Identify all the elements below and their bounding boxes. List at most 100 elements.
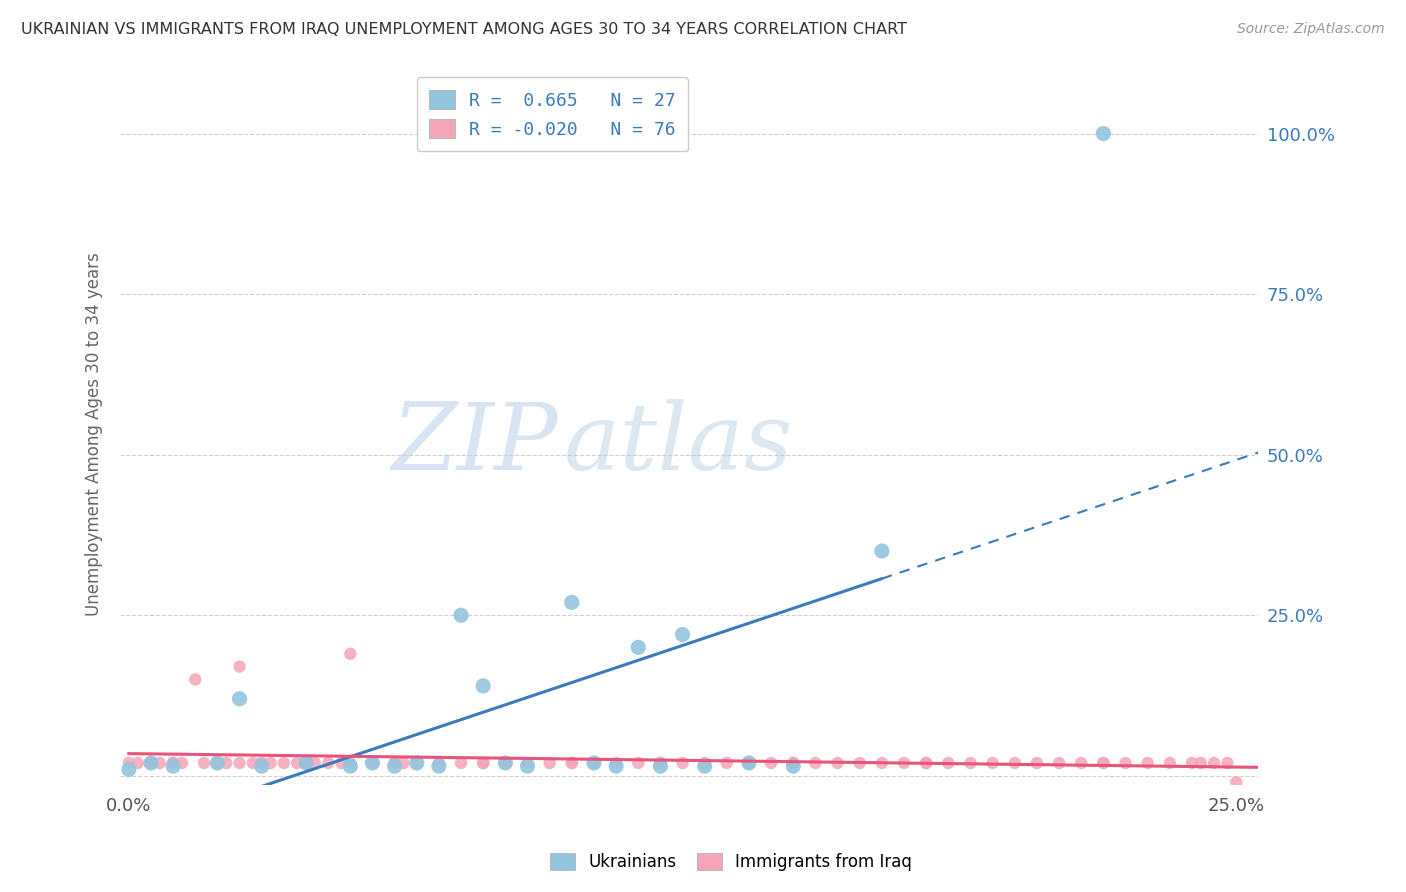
Point (273, 756, 295, 770)
Text: Source: ZipAtlas.com: Source: ZipAtlas.com (1237, 22, 1385, 37)
Point (494, 756, 516, 770)
Point (782, 759, 804, 773)
Point (250, 759, 273, 773)
Point (671, 756, 693, 770)
Point (827, 756, 849, 770)
Point (650, 759, 672, 773)
Point (118, 763, 141, 777)
Point (716, 756, 738, 770)
Point (936, 756, 959, 770)
Point (981, 756, 1004, 770)
Point (605, 756, 627, 770)
Point (1092, 127, 1115, 141)
Point (450, 756, 472, 770)
Point (392, 756, 415, 770)
Point (650, 756, 672, 770)
Point (915, 756, 938, 770)
Point (605, 759, 627, 773)
Point (1047, 756, 1070, 770)
Point (339, 756, 361, 770)
Point (127, 756, 149, 770)
Point (316, 756, 339, 770)
Point (627, 640, 650, 655)
Point (1136, 756, 1159, 770)
Point (405, 756, 427, 770)
Point (384, 756, 406, 770)
Point (804, 756, 827, 770)
Legend: R =  0.665   N = 27, R = -0.020   N = 76: R = 0.665 N = 27, R = -0.020 N = 76 (416, 77, 689, 152)
Point (162, 756, 184, 770)
Point (330, 756, 353, 770)
Point (162, 759, 184, 773)
Point (1189, 756, 1212, 770)
Text: UKRAINIAN VS IMMIGRANTS FROM IRAQ UNEMPLOYMENT AMONG AGES 30 TO 34 YEARS CORRELA: UKRAINIAN VS IMMIGRANTS FROM IRAQ UNEMPL… (21, 22, 907, 37)
Point (1092, 756, 1115, 770)
Point (427, 759, 450, 773)
Point (228, 756, 250, 770)
Point (1092, 756, 1115, 770)
Point (228, 691, 250, 706)
Point (782, 756, 804, 770)
Point (149, 756, 172, 770)
Point (295, 756, 318, 770)
Point (1004, 756, 1026, 770)
Text: atlas: atlas (564, 400, 793, 490)
Point (361, 756, 384, 770)
Point (494, 756, 516, 770)
Point (671, 627, 693, 641)
Point (870, 756, 893, 770)
Point (1216, 756, 1239, 770)
Point (738, 756, 761, 770)
Point (1159, 756, 1181, 770)
Point (207, 756, 229, 770)
Point (870, 544, 893, 558)
Point (339, 759, 361, 773)
Point (339, 647, 361, 661)
Point (170, 756, 193, 770)
Point (207, 756, 229, 770)
Point (139, 756, 162, 770)
Point (472, 756, 495, 770)
Point (915, 756, 938, 770)
Point (650, 756, 672, 770)
Point (1181, 756, 1204, 770)
Point (1070, 756, 1092, 770)
Point (738, 756, 761, 770)
Point (384, 756, 406, 770)
Point (516, 759, 538, 773)
Point (693, 756, 716, 770)
Point (118, 756, 141, 770)
Point (242, 756, 264, 770)
Point (139, 756, 162, 770)
Point (848, 756, 870, 770)
Point (1026, 756, 1049, 770)
Point (304, 756, 326, 770)
Point (259, 756, 281, 770)
Point (759, 756, 782, 770)
Point (1115, 756, 1137, 770)
Point (162, 756, 184, 770)
Y-axis label: Unemployment Among Ages 30 to 34 years: Unemployment Among Ages 30 to 34 years (86, 252, 103, 615)
Point (295, 756, 318, 770)
Point (1225, 775, 1247, 789)
Point (582, 756, 605, 770)
Point (959, 756, 981, 770)
Point (184, 673, 207, 687)
Point (627, 756, 650, 770)
Point (472, 679, 495, 693)
Point (561, 595, 583, 609)
Point (384, 759, 406, 773)
Point (361, 756, 384, 770)
Point (250, 756, 273, 770)
Point (693, 759, 716, 773)
Point (215, 756, 238, 770)
Point (250, 756, 273, 770)
Text: ZIP: ZIP (392, 400, 558, 490)
Point (582, 756, 605, 770)
Point (893, 756, 915, 770)
Point (139, 756, 162, 770)
Point (193, 756, 215, 770)
Point (285, 756, 308, 770)
Point (405, 756, 427, 770)
Legend: Ukrainians, Immigrants from Iraq: Ukrainians, Immigrants from Iraq (541, 845, 921, 880)
